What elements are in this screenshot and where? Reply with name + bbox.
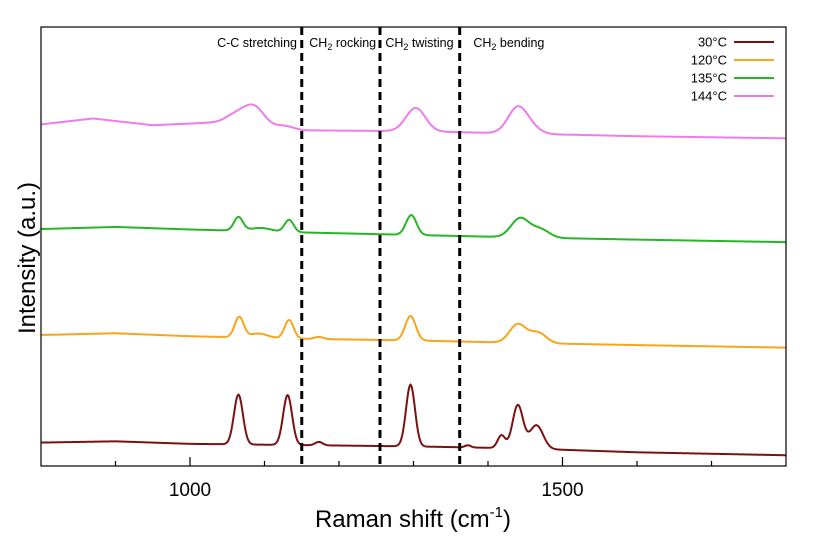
x-axis-ticks: 1000 1500 xyxy=(114,457,713,501)
region-label-subscript: 2 xyxy=(491,42,496,52)
region-label-rest: bending xyxy=(496,36,544,50)
x-tick-label-0: 1000 xyxy=(169,480,211,501)
x-tick-label-1: 1500 xyxy=(541,480,583,501)
legend: 30°C 120°C 135°C 144°C xyxy=(691,35,774,104)
legend-label-1: 120°C xyxy=(691,53,727,68)
region-label-subscript: 2 xyxy=(403,42,408,52)
y-axis-title: Intensity (a.u.) xyxy=(14,182,41,334)
x-axis-title-superscript: -1 xyxy=(490,504,503,521)
x-axis-title-text: Raman shift (cm xyxy=(315,506,490,533)
region-labels: C-C stretching CH2 rocking CH2 twisting CH2… xyxy=(217,36,544,52)
region-label-rest: twisting xyxy=(408,36,453,50)
series-line-0 xyxy=(40,383,787,457)
series-line-2 xyxy=(40,214,787,244)
x-axis-title-suffix: ) xyxy=(503,506,511,533)
region-label-1: CH2 rocking xyxy=(309,36,376,52)
region-dividers xyxy=(300,27,462,466)
region-label-subscript: 2 xyxy=(327,42,332,52)
series-line-3 xyxy=(40,103,787,140)
region-label-3: CH2 bending xyxy=(473,36,544,52)
x-axis-title: Raman shift (cm-1) xyxy=(315,504,511,533)
region-label-2: CH2 twisting xyxy=(385,36,453,52)
region-label-rest: rocking xyxy=(332,36,376,50)
legend-label-0: 30°C xyxy=(698,35,727,50)
region-label-base: CH xyxy=(473,36,491,50)
legend-label-2: 135°C xyxy=(691,71,727,86)
region-label-0: C-C stretching xyxy=(217,36,297,50)
region-label-base: C-C stretching xyxy=(217,36,297,50)
plot-area xyxy=(40,103,787,457)
series-line-1 xyxy=(40,314,787,349)
region-label-base: CH xyxy=(309,36,327,50)
region-label-base: CH xyxy=(385,36,403,50)
legend-label-3: 144°C xyxy=(691,89,727,104)
